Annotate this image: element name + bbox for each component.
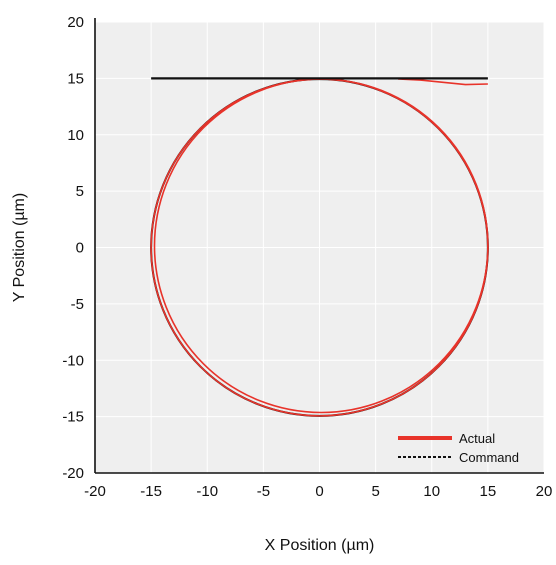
y-tick-label: 5: [76, 183, 84, 200]
x-axis-title: X Position (µm): [265, 537, 375, 554]
y-tick-label: -20: [62, 465, 84, 482]
x-tick-label: -5: [257, 483, 270, 500]
series-layer: [150, 77, 489, 417]
x-tick-label: 15: [480, 483, 497, 500]
x-tick-label: 5: [371, 483, 379, 500]
x-tick-label: 0: [315, 483, 323, 500]
y-axis-title: Y Position (µm): [11, 193, 28, 302]
x-tick-label: -10: [196, 483, 218, 500]
x-tick-label: 20: [536, 483, 553, 500]
y-tick-label: -10: [62, 352, 84, 369]
x-tick-label: 10: [423, 483, 440, 500]
y-tick-label: 15: [67, 70, 84, 87]
x-tick-label: -20: [84, 483, 106, 500]
series-actual-tail: [398, 78, 488, 86]
legend: Actual Command: [398, 431, 519, 465]
x-tick-label: -15: [140, 483, 162, 500]
legend-item: Command: [398, 450, 519, 465]
legend-item: Actual: [398, 431, 495, 446]
y-tick-label: 10: [67, 127, 84, 144]
tick-labels: -20 -15 -10 -5 0 5 10 15 20 20 15 10 5 0 -5 -10 -15 -20: [62, 14, 552, 500]
y-tick-label: 0: [76, 240, 84, 257]
y-tick-label: -5: [71, 296, 84, 313]
axes: [94, 18, 544, 474]
legend-label: Actual: [459, 431, 495, 446]
y-tick-label: 20: [67, 14, 84, 31]
legend-label: Command: [459, 450, 519, 465]
y-tick-label: -15: [62, 409, 84, 426]
